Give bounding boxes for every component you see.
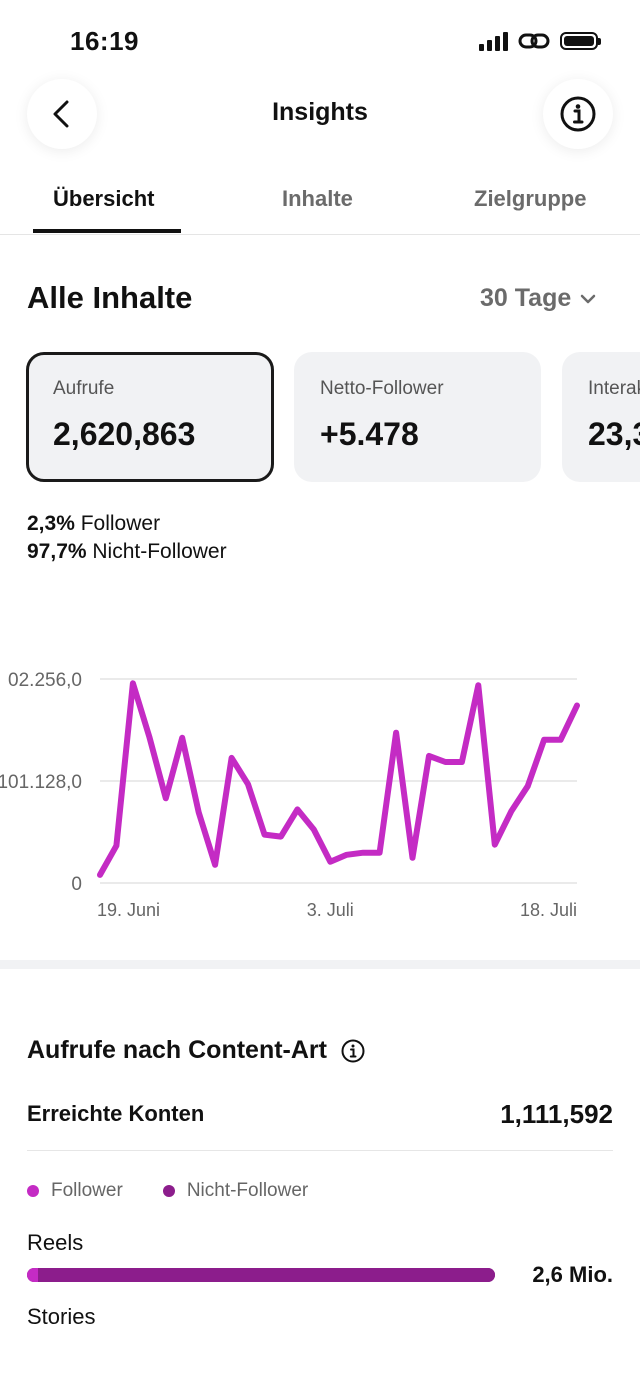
x-tick-label: 3. Juli	[307, 900, 354, 920]
tab-inhalte[interactable]: Inhalte	[282, 186, 353, 211]
date-range-dropdown[interactable]: 30 Tage	[480, 284, 597, 313]
chevron-left-icon	[53, 100, 69, 128]
content-type-header: Aufrufe nach Content-Art	[27, 1036, 365, 1065]
status-icons	[479, 30, 601, 52]
metric-value: +5.478	[320, 416, 419, 452]
y-tick-label: 101.128,0	[0, 772, 82, 793]
tab-uebersicht[interactable]: Übersicht	[53, 186, 155, 211]
tab-bar: Übersicht Inhalte Zielgruppe	[0, 180, 640, 235]
info-icon	[560, 96, 596, 132]
reach-label: Erreichte Konten	[27, 1101, 205, 1126]
status-time: 16:19	[70, 26, 139, 56]
content-row-label-reels: Reels	[27, 1230, 84, 1255]
legend-follower: Follower	[27, 1180, 123, 1202]
battery-icon	[560, 32, 601, 50]
metric-card-interaktionen[interactable]: Interaktionen 23,3	[562, 352, 640, 482]
legend-dot	[27, 1185, 39, 1197]
signal-icon	[479, 31, 508, 51]
metric-label: Interaktionen	[588, 378, 640, 399]
legend-dot	[162, 1185, 175, 1197]
audience-split: 2,3% Follower 97,7% Nicht-Follower	[27, 510, 227, 566]
views-line-chart: 02.256,0 101.128,0 0 19. Juni 3. Juli 18. Jul…	[0, 670, 580, 920]
legend-label: Nicht-Follower	[186, 1180, 309, 1201]
y-tick-label: 0	[71, 874, 82, 895]
date-range-label: 30 Tage	[480, 284, 572, 312]
legend-non-follower: Nicht-Follower	[162, 1180, 309, 1202]
metric-value: 2,620,863	[53, 416, 196, 452]
divider	[27, 1150, 613, 1151]
active-tab-indicator	[33, 229, 181, 233]
page-title: Insights	[272, 98, 368, 126]
reels-bar	[27, 1268, 495, 1282]
content-type-title: Aufrufe nach Content-Art	[27, 1036, 327, 1064]
content-row-label-stories: Stories	[27, 1304, 96, 1329]
info-icon[interactable]	[341, 1039, 365, 1063]
section-divider	[0, 960, 640, 969]
metric-card-aufrufe[interactable]: Aufrufe 2,620,863	[26, 352, 274, 482]
x-tick-label: 19. Juni	[97, 900, 160, 920]
reels-bar-follower	[27, 1268, 38, 1282]
link-icon	[518, 33, 550, 49]
content-legend: Follower Nicht-Follower	[27, 1180, 308, 1202]
reels-value: 2,6 Mio.	[532, 1262, 613, 1287]
back-button[interactable]	[27, 79, 97, 149]
metric-card-netto-follower[interactable]: Netto-Follower +5.478	[294, 352, 541, 482]
split-follower: 2,3% Follower	[27, 512, 161, 535]
x-tick-label: 18. Juli	[520, 900, 577, 920]
chevron-down-icon	[581, 294, 596, 303]
legend-label: Follower	[51, 1180, 123, 1201]
metric-label: Netto-Follower	[320, 378, 444, 399]
series-line-aufrufe	[97, 680, 580, 878]
section-title: Alle Inhalte	[27, 280, 193, 315]
split-non-follower: 97,7% Nicht-Follower	[27, 540, 227, 563]
metric-value: 23,3	[588, 416, 640, 452]
info-button[interactable]	[543, 79, 613, 149]
metric-label: Aufrufe	[53, 378, 115, 399]
tab-zielgruppe[interactable]: Zielgruppe	[474, 186, 587, 211]
reach-value: 1,111,592	[500, 1099, 613, 1129]
reels-bar-non-follower	[40, 1268, 495, 1282]
y-tick-label: 02.256,0	[8, 670, 82, 691]
